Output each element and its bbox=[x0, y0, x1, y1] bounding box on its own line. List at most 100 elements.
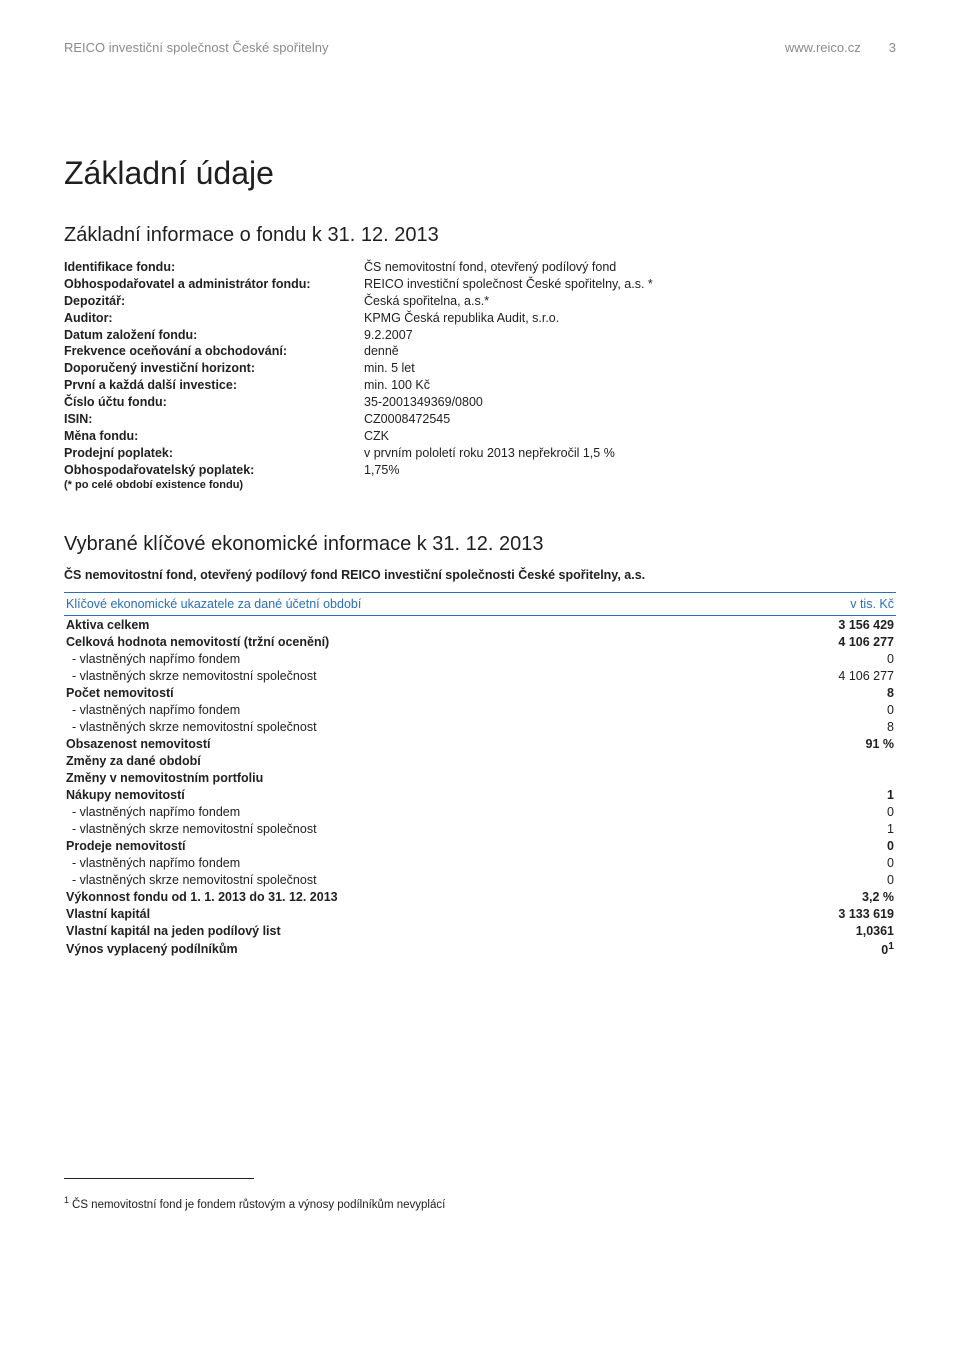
table-cell-value: 0 bbox=[758, 701, 896, 718]
table-cell-sup: 1 bbox=[888, 941, 894, 952]
fund-info-row: Obhospodařovatelský poplatek:1,75% bbox=[64, 462, 896, 479]
fund-info-row: ISIN:CZ0008472545 bbox=[64, 411, 896, 428]
fund-info-value: min. 5 let bbox=[364, 360, 896, 377]
fund-info-value: CZK bbox=[364, 428, 896, 445]
table-cell-value: 1 bbox=[758, 820, 896, 837]
fund-info-row: Doporučený investiční horizont:min. 5 le… bbox=[64, 360, 896, 377]
table-row: - vlastněných skrze nemovitostní společn… bbox=[64, 820, 896, 837]
table-row: Prodeje nemovitostí0 bbox=[64, 837, 896, 854]
fund-info-row: Prodejní poplatek:v prvním pololetí roku… bbox=[64, 445, 896, 462]
table-cell-label: Vlastní kapitál na jeden podílový list bbox=[64, 922, 758, 939]
table-cell-label: Výkonnost fondu od 1. 1. 2013 do 31. 12.… bbox=[64, 888, 758, 905]
fund-info-footnote: (* po celé období existence fondu) bbox=[64, 478, 896, 493]
table-header-left: Klíčové ekonomické ukazatele za dané úče… bbox=[64, 593, 758, 616]
fund-info-row: Auditor:KPMG Česká republika Audit, s.r.… bbox=[64, 310, 896, 327]
table-cell-value: 8 bbox=[758, 684, 896, 701]
section2-subheading: ČS nemovitostní fond, otevřený podílový … bbox=[64, 568, 896, 582]
table-cell-value: 0 bbox=[758, 871, 896, 888]
table-header-right: v tis. Kč bbox=[758, 593, 896, 616]
table-row: Vlastní kapitál3 133 619 bbox=[64, 905, 896, 922]
table-row: Změny za dané období bbox=[64, 752, 896, 769]
financial-table: Klíčové ekonomické ukazatele za dané úče… bbox=[64, 592, 896, 958]
fund-info-value: CZ0008472545 bbox=[364, 411, 896, 428]
table-row: Celková hodnota nemovitostí (tržní oceně… bbox=[64, 633, 896, 650]
footnote-separator bbox=[64, 1178, 254, 1179]
table-cell-value: 3,2 % bbox=[758, 888, 896, 905]
fund-info-label: Číslo účtu fondu: bbox=[64, 394, 364, 411]
table-row: - vlastněných napřímo fondem0 bbox=[64, 650, 896, 667]
fund-info-value: 9.2.2007 bbox=[364, 327, 896, 344]
fund-info-label: Datum založení fondu: bbox=[64, 327, 364, 344]
fund-info-label: Identifikace fondu: bbox=[64, 259, 364, 276]
table-row: - vlastněných skrze nemovitostní společn… bbox=[64, 871, 896, 888]
table-cell-label: - vlastněných napřímo fondem bbox=[64, 803, 758, 820]
fund-info-label: Obhospodařovatelský poplatek: bbox=[64, 462, 364, 479]
table-cell-label: Vlastní kapitál bbox=[64, 905, 758, 922]
fund-info-row: Číslo účtu fondu:35-2001349369/0800 bbox=[64, 394, 896, 411]
table-cell-label: - vlastněných skrze nemovitostní společn… bbox=[64, 718, 758, 735]
table-cell-value: 01 bbox=[758, 939, 896, 958]
table-cell-value: 0 bbox=[758, 854, 896, 871]
fund-info-value: 1,75% bbox=[364, 462, 896, 479]
table-cell-value: 1 bbox=[758, 786, 896, 803]
table-cell-label: - vlastněných skrze nemovitostní společn… bbox=[64, 820, 758, 837]
fund-info-label: ISIN: bbox=[64, 411, 364, 428]
table-cell-label: Změny za dané období bbox=[64, 752, 758, 769]
fund-info-value: denně bbox=[364, 343, 896, 360]
page-title: Základní údaje bbox=[64, 155, 896, 192]
table-cell-label: Nákupy nemovitostí bbox=[64, 786, 758, 803]
table-cell-value: 0 bbox=[758, 837, 896, 854]
table-cell-label: Počet nemovitostí bbox=[64, 684, 758, 701]
section1-heading: Základní informace o fondu k 31. 12. 201… bbox=[64, 224, 896, 247]
fund-info-label: Doporučený investiční horizont: bbox=[64, 360, 364, 377]
table-row: Počet nemovitostí8 bbox=[64, 684, 896, 701]
table-cell-value bbox=[758, 752, 896, 769]
table-cell-value: 3 156 429 bbox=[758, 616, 896, 634]
table-cell-label: Změny v nemovitostním portfoliu bbox=[64, 769, 758, 786]
table-cell-value: 8 bbox=[758, 718, 896, 735]
table-row: Vlastní kapitál na jeden podílový list1,… bbox=[64, 922, 896, 939]
table-row: - vlastněných napřímo fondem0 bbox=[64, 803, 896, 820]
table-row: Aktiva celkem3 156 429 bbox=[64, 616, 896, 634]
table-row: - vlastněných skrze nemovitostní společn… bbox=[64, 667, 896, 684]
table-cell-value: 4 106 277 bbox=[758, 667, 896, 684]
fund-info-list: Identifikace fondu:ČS nemovitostní fond,… bbox=[64, 259, 896, 493]
table-cell-label: Celková hodnota nemovitostí (tržní oceně… bbox=[64, 633, 758, 650]
table-row: - vlastněných napřímo fondem0 bbox=[64, 854, 896, 871]
fund-info-value: REICO investiční společnost České spořit… bbox=[364, 276, 896, 293]
fund-info-label: První a každá další investice: bbox=[64, 377, 364, 394]
table-cell-value: 1,0361 bbox=[758, 922, 896, 939]
page-footnote: 1ČS nemovitostní fond je fondem růstovým… bbox=[64, 1195, 896, 1211]
table-row: Výkonnost fondu od 1. 1. 2013 do 31. 12.… bbox=[64, 888, 896, 905]
fund-info-label: Depozitář: bbox=[64, 293, 364, 310]
fund-info-value: 35-2001349369/0800 bbox=[364, 394, 896, 411]
table-cell-value: 0 bbox=[758, 650, 896, 667]
table-row: Obsazenost nemovitostí91 % bbox=[64, 735, 896, 752]
table-cell-label: Obsazenost nemovitostí bbox=[64, 735, 758, 752]
table-cell-label: Aktiva celkem bbox=[64, 616, 758, 634]
table-cell-value bbox=[758, 769, 896, 786]
table-row: Změny v nemovitostním portfoliu bbox=[64, 769, 896, 786]
fund-info-label: Měna fondu: bbox=[64, 428, 364, 445]
fund-info-row: Depozitář:Česká spořitelna, a.s.* bbox=[64, 293, 896, 310]
page-header: REICO investiční společnost České spořit… bbox=[64, 40, 896, 55]
table-cell-value: 0 bbox=[758, 803, 896, 820]
table-cell-value: 4 106 277 bbox=[758, 633, 896, 650]
fund-info-label: Auditor: bbox=[64, 310, 364, 327]
table-cell-label: - vlastněných skrze nemovitostní společn… bbox=[64, 667, 758, 684]
table-row: - vlastněných skrze nemovitostní společn… bbox=[64, 718, 896, 735]
fund-info-row: Frekvence oceňování a obchodování:denně bbox=[64, 343, 896, 360]
table-cell-value: 91 % bbox=[758, 735, 896, 752]
fund-info-footnote-text: (* po celé období existence fondu) bbox=[64, 478, 364, 493]
table-cell-label: Výnos vyplacený podílníkům bbox=[64, 939, 758, 958]
fund-info-label: Obhospodařovatel a administrátor fondu: bbox=[64, 276, 364, 293]
fund-info-row: Obhospodařovatel a administrátor fondu:R… bbox=[64, 276, 896, 293]
section2-heading: Vybrané klíčové ekonomické informace k 3… bbox=[64, 533, 896, 556]
table-row: Nákupy nemovitostí1 bbox=[64, 786, 896, 803]
fund-info-row: Identifikace fondu:ČS nemovitostní fond,… bbox=[64, 259, 896, 276]
fund-info-label: Prodejní poplatek: bbox=[64, 445, 364, 462]
footnote-text: ČS nemovitostní fond je fondem růstovým … bbox=[72, 1199, 445, 1211]
table-row: Výnos vyplacený podílníkům01 bbox=[64, 939, 896, 958]
fund-info-row: Datum založení fondu:9.2.2007 bbox=[64, 327, 896, 344]
fund-info-label: Frekvence oceňování a obchodování: bbox=[64, 343, 364, 360]
